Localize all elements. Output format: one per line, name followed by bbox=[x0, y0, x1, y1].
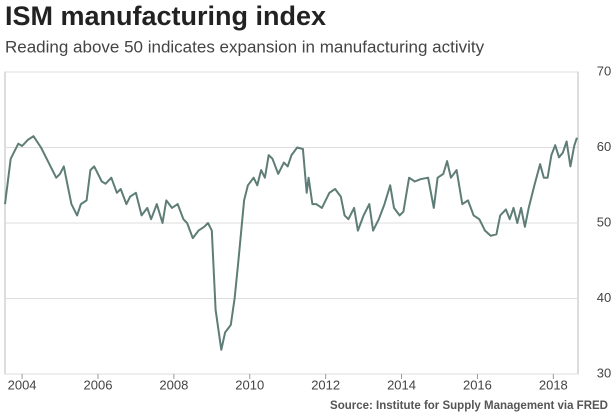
x-tick-label: 2004 bbox=[8, 377, 37, 392]
chart-title: ISM manufacturing index bbox=[5, 1, 326, 31]
y-tick-label: 70 bbox=[597, 63, 611, 78]
y-tick-label: 50 bbox=[597, 214, 611, 229]
x-tick-label: 2008 bbox=[159, 377, 188, 392]
source-note: Source: Institute for Supply Management … bbox=[330, 400, 608, 412]
x-tick-label: 2012 bbox=[311, 377, 340, 392]
x-tick-label: 2010 bbox=[235, 377, 264, 392]
x-tick-label: 2018 bbox=[539, 377, 568, 392]
y-tick-label: 60 bbox=[597, 139, 611, 154]
x-tick-label: 2014 bbox=[387, 377, 416, 392]
y-tick-label: 30 bbox=[597, 365, 611, 380]
x-tick-label: 2016 bbox=[463, 377, 492, 392]
x-tick-label: 2006 bbox=[84, 377, 113, 392]
data-line bbox=[4, 135, 578, 351]
chart-subtitle: Reading above 50 indicates expansion in … bbox=[5, 37, 485, 56]
y-tick-label: 40 bbox=[597, 290, 611, 305]
